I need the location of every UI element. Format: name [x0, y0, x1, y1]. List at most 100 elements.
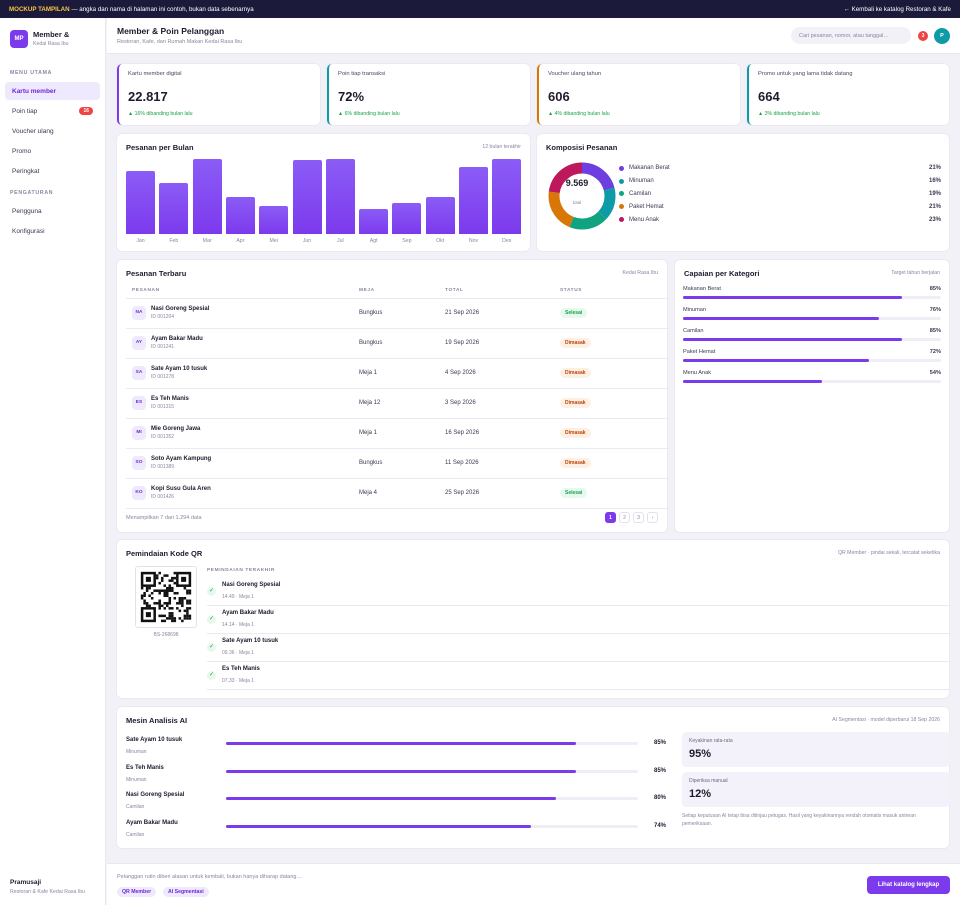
- sidebar-item-label: Promo: [12, 147, 32, 155]
- donut-legend: Makanan Berat 21% Minuman 16% Camilan 19% Pake…: [619, 162, 941, 226]
- page-button[interactable]: 3: [633, 512, 644, 523]
- donut-chart: [548, 162, 616, 230]
- brand-name: Member &: [33, 30, 70, 39]
- ai-item-category: Minuman: [126, 776, 147, 783]
- check-icon: ✓: [207, 671, 216, 680]
- progress-track: [683, 317, 941, 320]
- order-cell: MI Mie Goreng Jawa ID 001352: [126, 418, 353, 449]
- order-date: 21 Sep 2026: [439, 298, 554, 329]
- bar-label: Sep: [402, 238, 412, 244]
- legend-item: Menu Anak 23%: [619, 213, 941, 226]
- scan-meta: 14.49 · Meja 1: [222, 594, 254, 600]
- confidence-fill: [226, 769, 577, 773]
- col-header-total: TOTAL: [439, 284, 554, 299]
- scan-item[interactable]: ✓ Ayam Bakar Madu 14.14 · Meja 1: [207, 606, 951, 634]
- achievement-value: 76%: [929, 307, 941, 313]
- table-row[interactable]: KO Kopi Susu Gula Aren ID 001426 Meja 4 25 S…: [126, 478, 669, 509]
- sidebar-item-konfigurasi[interactable]: Konfigurasi: [5, 222, 100, 240]
- sidebar-item-kartu-member[interactable]: Kartu member: [5, 82, 100, 100]
- progress-fill: [683, 317, 880, 320]
- order-cell: ES Es Teh Manis ID 001315: [126, 388, 353, 419]
- order-date: 11 Sep 2026: [439, 448, 554, 479]
- order-initials: KO: [132, 486, 146, 500]
- status-badge: Dimasak: [560, 368, 591, 378]
- page-subtitle: Restoran, Kafe, dan Rumah Makan Kedai Ra…: [117, 39, 243, 45]
- ai-item-name: Es Teh Manis: [126, 764, 164, 771]
- legend-item: Camilan 19%: [619, 188, 941, 201]
- bar-label: Feb: [169, 238, 179, 244]
- col-header-meja: MEJA: [353, 284, 439, 299]
- table-row[interactable]: MI Mie Goreng Jawa ID 001352 Meja 1 16 Sep 2…: [126, 418, 669, 449]
- order-name-block: Es Teh Manis ID 001315: [151, 396, 189, 410]
- stat-card-kartu-member: Kartu member digital 22.817 ▲ 16% diband…: [117, 64, 320, 125]
- scan-item[interactable]: ✓ Es Teh Manis 07.33 · Meja 1: [207, 662, 951, 690]
- table-subtitle: Kedai Rasa Ibu: [622, 270, 658, 276]
- stat-value: 22.817: [128, 89, 168, 104]
- sidebar-item-promo[interactable]: Promo: [5, 142, 100, 160]
- avatar[interactable]: P: [934, 28, 950, 44]
- ai-item-name: Nasi Goreng Spesial: [126, 792, 185, 798]
- achievement-value: 72%: [929, 349, 941, 355]
- stat-card-promo: Promo untuk yang lama tidak datang 664 ▲…: [747, 64, 949, 125]
- achievement-label: Minuman: [683, 307, 707, 313]
- page-button[interactable]: 2: [619, 512, 630, 523]
- search-input[interactable]: Cari pesanan, nomor, atau tanggal…: [791, 27, 911, 44]
- confidence-value: 85%: [653, 767, 666, 774]
- brand: MP Member & Kedai Rasa Ibu: [0, 18, 105, 60]
- kpi-avg-confidence: Keyakinan rata-rata 95%: [682, 732, 950, 767]
- order-table: Bungkus: [353, 328, 439, 359]
- bar-mar: [192, 159, 222, 234]
- order-name-block: Kopi Susu Gula Aren ID 001426: [151, 486, 211, 500]
- order-status-cell: Selesai: [554, 298, 669, 329]
- footer-text: Pelanggan rutin diberi alasan untuk kemb…: [117, 874, 302, 880]
- bar-label: Mei: [269, 238, 278, 244]
- stat-change: ▲ 6% dibanding bulan lalu: [338, 111, 400, 117]
- legend-value: 23%: [928, 216, 941, 223]
- scan-meta: 14.14 · Meja 1: [222, 622, 254, 628]
- achievement-row: Minuman 76%: [683, 307, 941, 313]
- order-name-block: Soto Ayam Kampung ID 001389: [151, 456, 211, 470]
- bar-mei: [259, 205, 289, 234]
- scan-item[interactable]: ✓ Sate Ayam 10 tusuk 09.36 · Meja 1: [207, 634, 951, 662]
- bar-jun: [292, 159, 322, 234]
- achievement-item: Menu Anak 54%: [683, 370, 941, 383]
- kpi-label: Keyakinan rata-rata: [689, 738, 733, 744]
- order-id: ID 001352: [151, 434, 175, 440]
- achievement-label: Paket Hemat: [683, 349, 716, 355]
- sidebar-item-peringkat[interactable]: Peringkat: [5, 162, 100, 180]
- sidebar-item-pengguna[interactable]: Pengguna: [5, 202, 100, 220]
- stat-change: ▲ 3% dibanding bulan lalu: [758, 111, 820, 117]
- pagination: 1 2 3 ›: [605, 512, 658, 523]
- bar-jul: [325, 159, 355, 234]
- table-row[interactable]: SO Soto Ayam Kampung ID 001389 Bungkus 11 Se…: [126, 448, 669, 479]
- bar-label: Mar: [202, 238, 212, 244]
- order-status-cell: Selesai: [554, 478, 669, 509]
- sidebar-item-poin-tiap[interactable]: Poin tiap 16: [5, 102, 100, 120]
- view-catalog-button[interactable]: Lihat katalog lengkap: [867, 876, 950, 894]
- table-title: Pesanan Terbaru: [126, 269, 187, 278]
- brand-logo: MP: [10, 30, 28, 48]
- page-button[interactable]: 1: [605, 512, 616, 523]
- back-to-catalog-link[interactable]: ← Kembali ke katalog Restoran & Kafe: [843, 5, 951, 13]
- sidebar-item-voucher-ulang[interactable]: Voucher ulang: [5, 122, 100, 140]
- table-row[interactable]: ES Es Teh Manis ID 001315 Meja 12 3 Sep 2026…: [126, 388, 669, 419]
- sidebar-user: Pramusaji Restoran & Kafe Kedai Rasa Ibu: [10, 879, 85, 895]
- achievement-value: 85%: [929, 286, 941, 292]
- confidence-fill: [226, 824, 531, 828]
- page-button[interactable]: ›: [647, 512, 658, 523]
- scan-item[interactable]: ✓ Nasi Goreng Spesial 14.49 · Meja 1: [207, 578, 951, 606]
- bar-agt: [359, 209, 389, 234]
- table-row[interactable]: NA Nasi Goreng Spesial ID 001204 Bungkus 21 …: [126, 298, 669, 329]
- table-row[interactable]: AY Ayam Bakar Madu ID 001241 Bungkus 19 Sep …: [126, 328, 669, 359]
- order-cell: AY Ayam Bakar Madu ID 001241: [126, 328, 353, 359]
- bar-feb: [159, 183, 189, 234]
- order-status-cell: Dimasak: [554, 388, 669, 419]
- notification-badge[interactable]: 3: [918, 31, 928, 41]
- scan-meta: 07.33 · Meja 1: [222, 678, 254, 684]
- achievement-row: Menu Anak 54%: [683, 370, 941, 376]
- mockup-banner: MOCKUP TAMPILAN — angka dan nama di hala…: [0, 0, 960, 18]
- achievement-label: Makanan Berat: [683, 286, 721, 292]
- stat-value: 72%: [338, 89, 365, 104]
- stat-label: Kartu member digital: [128, 71, 182, 77]
